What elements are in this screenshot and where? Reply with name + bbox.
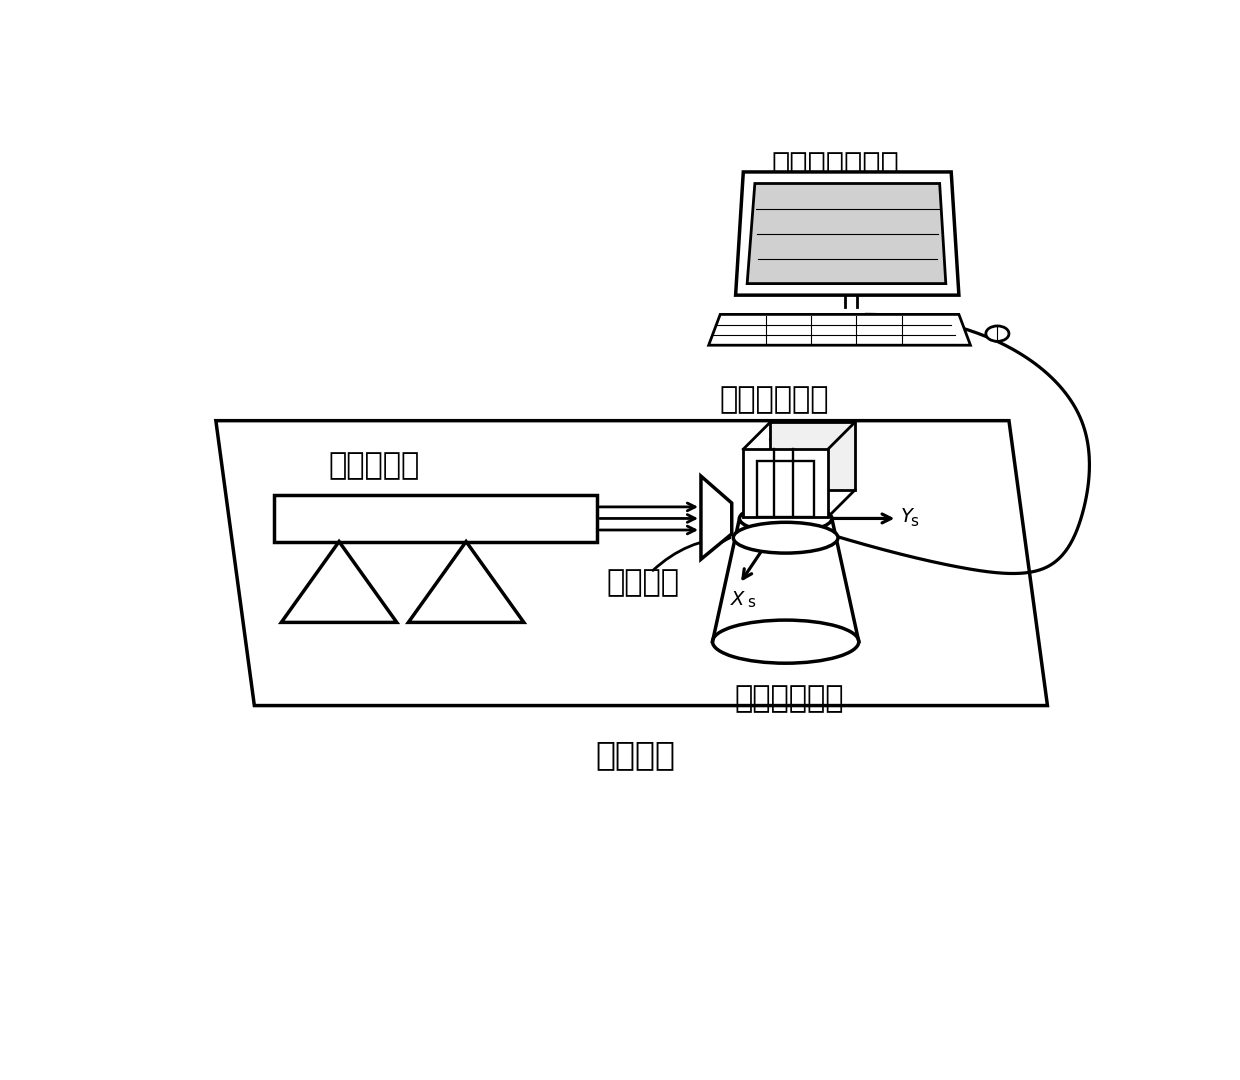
Ellipse shape [739, 504, 832, 532]
Text: 星敏感器: 星敏感器 [606, 568, 680, 597]
Polygon shape [408, 541, 523, 622]
Text: 气垫平台: 气垫平台 [595, 738, 676, 771]
Polygon shape [735, 172, 959, 295]
Polygon shape [743, 449, 828, 517]
Polygon shape [701, 476, 732, 559]
Ellipse shape [986, 326, 1009, 341]
Text: s: s [823, 432, 831, 447]
Polygon shape [216, 421, 1048, 705]
Text: s: s [748, 595, 755, 610]
Text: Y: Y [901, 508, 913, 526]
Text: 数据处理计算机: 数据处理计算机 [771, 151, 899, 180]
Ellipse shape [713, 620, 859, 663]
Polygon shape [281, 541, 397, 622]
Polygon shape [274, 496, 596, 541]
Ellipse shape [733, 523, 838, 553]
Text: Z: Z [815, 424, 827, 443]
Polygon shape [770, 422, 854, 490]
Text: s: s [910, 514, 919, 529]
Text: 可旋转的工装: 可旋转的工装 [719, 386, 828, 415]
Polygon shape [708, 314, 971, 346]
Text: 单星模拟器: 单星模拟器 [329, 451, 419, 480]
Text: O: O [765, 508, 780, 525]
Text: 一维单轴转台: 一维单轴转台 [735, 684, 844, 713]
Polygon shape [748, 184, 946, 284]
Text: X: X [732, 590, 744, 609]
